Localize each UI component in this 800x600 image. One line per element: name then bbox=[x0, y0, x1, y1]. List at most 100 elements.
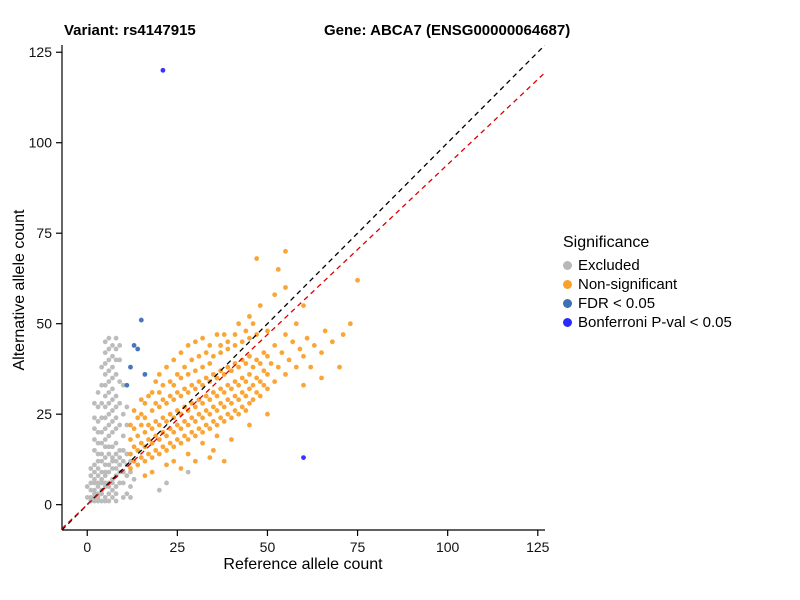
data-point bbox=[171, 429, 177, 435]
data-point bbox=[102, 455, 108, 461]
data-point bbox=[106, 498, 112, 504]
legend-item: Non-significant bbox=[563, 275, 732, 294]
x-tick-label: 75 bbox=[350, 539, 366, 555]
data-point bbox=[214, 393, 220, 399]
x-tick-label: 0 bbox=[83, 539, 91, 555]
data-point bbox=[95, 458, 101, 464]
data-point bbox=[142, 400, 148, 406]
data-point bbox=[92, 487, 97, 493]
x-tick-label: 125 bbox=[526, 539, 550, 555]
data-point bbox=[95, 480, 101, 486]
data-point bbox=[239, 390, 245, 395]
data-point bbox=[92, 480, 97, 486]
fit-line bbox=[62, 72, 545, 529]
data-point bbox=[156, 451, 162, 457]
data-point bbox=[261, 382, 267, 388]
data-point bbox=[92, 426, 97, 432]
data-point bbox=[171, 357, 177, 363]
data-point bbox=[200, 400, 205, 406]
data-point bbox=[113, 393, 119, 399]
data-point bbox=[99, 400, 105, 406]
data-point bbox=[355, 277, 360, 283]
data-point bbox=[214, 332, 220, 337]
data-point bbox=[128, 469, 133, 475]
data-point bbox=[286, 357, 292, 363]
data-point bbox=[254, 357, 260, 363]
data-point bbox=[164, 480, 169, 486]
data-point bbox=[102, 404, 108, 410]
data-point bbox=[221, 404, 227, 410]
data-point bbox=[225, 346, 231, 352]
data-point bbox=[192, 458, 198, 464]
data-point bbox=[113, 451, 119, 457]
data-point bbox=[110, 343, 115, 348]
legend-swatch-icon bbox=[563, 280, 572, 289]
data-point bbox=[196, 426, 202, 432]
data-point bbox=[192, 404, 198, 410]
data-point bbox=[142, 473, 148, 479]
data-point bbox=[164, 462, 169, 468]
data-point bbox=[102, 361, 108, 366]
data-point bbox=[124, 382, 130, 388]
data-point bbox=[210, 353, 216, 359]
data-point bbox=[236, 364, 242, 370]
data-point bbox=[164, 364, 169, 370]
data-point bbox=[142, 458, 148, 464]
data-point bbox=[218, 350, 223, 356]
data-point bbox=[182, 386, 187, 392]
data-point bbox=[88, 480, 94, 486]
data-point bbox=[117, 357, 123, 363]
data-point bbox=[156, 371, 162, 377]
data-point bbox=[210, 404, 216, 410]
legend-swatch-icon bbox=[563, 318, 572, 327]
data-point bbox=[120, 433, 126, 439]
data-point bbox=[247, 386, 252, 392]
data-point bbox=[250, 364, 256, 370]
data-point bbox=[131, 408, 137, 413]
data-point bbox=[135, 433, 141, 439]
y-tick-label: 0 bbox=[44, 497, 52, 513]
data-point bbox=[153, 433, 159, 439]
data-point bbox=[131, 476, 137, 482]
data-point bbox=[283, 285, 288, 290]
data-point bbox=[160, 444, 166, 450]
data-point bbox=[178, 350, 184, 356]
data-point bbox=[92, 498, 97, 504]
data-point bbox=[243, 408, 249, 413]
data-point bbox=[243, 379, 249, 385]
legend-title: Significance bbox=[563, 234, 650, 251]
data-point bbox=[214, 433, 220, 439]
data-point bbox=[178, 426, 184, 432]
y-tick-label: 50 bbox=[36, 316, 52, 332]
data-point bbox=[128, 437, 133, 442]
data-point bbox=[92, 462, 97, 468]
data-point bbox=[283, 248, 288, 254]
data-point bbox=[178, 393, 184, 399]
data-point bbox=[84, 484, 90, 489]
data-point bbox=[106, 451, 112, 457]
data-point bbox=[265, 411, 270, 417]
data-point bbox=[167, 440, 173, 446]
data-point bbox=[110, 429, 115, 435]
legend-swatch-icon bbox=[563, 299, 572, 308]
data-point bbox=[117, 480, 123, 486]
data-point bbox=[347, 321, 353, 327]
y-tick-label: 75 bbox=[36, 225, 52, 241]
data-point bbox=[95, 440, 101, 446]
data-point bbox=[110, 487, 115, 493]
data-point bbox=[239, 339, 245, 345]
data-point bbox=[117, 422, 123, 428]
data-point bbox=[265, 371, 270, 377]
data-point bbox=[106, 346, 112, 352]
data-point bbox=[135, 415, 141, 421]
data-point bbox=[160, 382, 166, 388]
data-point bbox=[257, 379, 263, 385]
data-point bbox=[189, 415, 195, 421]
data-point bbox=[225, 339, 231, 345]
data-point bbox=[106, 462, 112, 468]
data-point bbox=[113, 484, 119, 489]
chart-title-variant: Variant: rs4147915 bbox=[64, 22, 196, 39]
data-point bbox=[124, 422, 130, 428]
data-point bbox=[214, 375, 220, 381]
data-point bbox=[189, 357, 195, 363]
